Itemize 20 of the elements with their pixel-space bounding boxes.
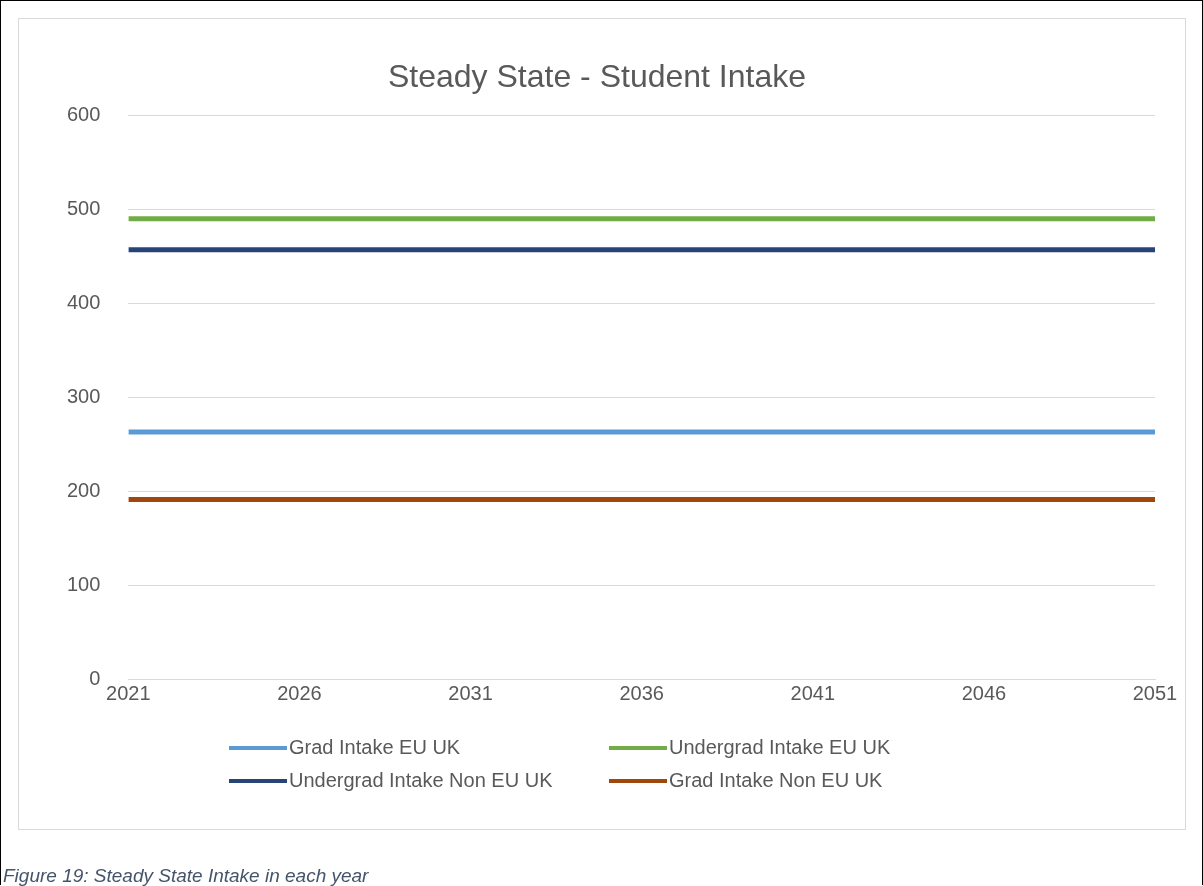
y-tick-label: 600 [66, 102, 101, 125]
chart-title: Steady State - Student Intake [387, 58, 807, 95]
y-tick-label: 300 [66, 384, 101, 407]
caption: Figure 19: Steady State Intake in each year [3, 865, 369, 886]
x-tick-label: 2036 [619, 681, 664, 704]
legend-label: Undergrad Intake Non EU UK [289, 769, 553, 792]
x-tick-label: 2051 [1132, 681, 1178, 704]
y-tick-label: 0 [89, 666, 101, 689]
x-tick-label: 2031 [448, 681, 493, 704]
y-tick-label: 400 [66, 290, 101, 313]
y-tick-label: 100 [66, 572, 101, 595]
x-tick-label: 2041 [790, 681, 836, 704]
legend-label: Grad Intake EU UK [289, 736, 461, 759]
legend-label: Undergrad Intake EU UK [669, 736, 891, 759]
x-tick-label: 2021 [106, 681, 151, 704]
y-tick-label: 500 [66, 196, 101, 219]
legend-label: Grad Intake Non EU UK [669, 769, 883, 792]
y-tick-label: 200 [66, 478, 101, 501]
x-tick-label: 2026 [277, 681, 322, 704]
x-tick-label: 2046 [961, 681, 1007, 704]
